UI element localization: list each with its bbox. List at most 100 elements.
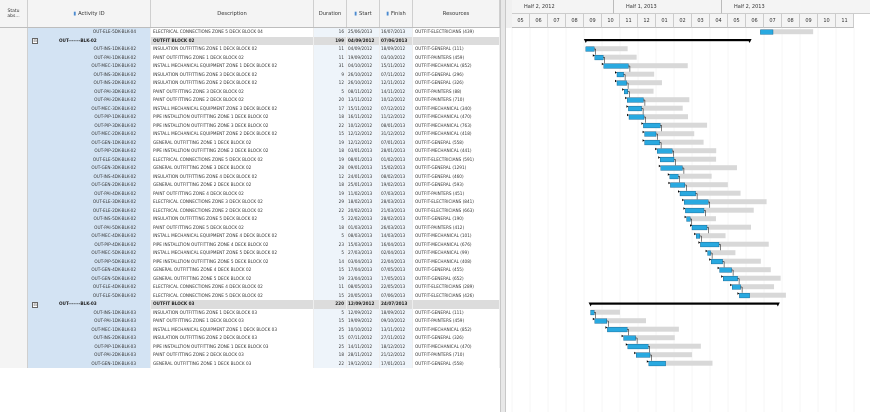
task-bar[interactable] <box>679 191 696 197</box>
activity-row[interactable]: OUT-ELE-3DK-BLK-02 ELECTRICAL CONNECTIONS… <box>0 198 500 207</box>
activity-row[interactable]: OUT-PAI-2DK-BLK-03 PAINT OUTFITTING ZONE … <box>0 351 500 360</box>
task-bar[interactable] <box>616 72 624 78</box>
activity-row[interactable]: OUT-MEC-5DK-BLK-02 INSTALL MECHANICAL EQU… <box>0 249 500 258</box>
task-bar[interactable] <box>722 276 738 282</box>
activity-row[interactable]: OUT-PIP-2DK-BLK-02 PIPE INSTALLTION OUTFI… <box>0 147 500 156</box>
gantt-bars-area[interactable] <box>506 28 870 412</box>
activity-row[interactable]: OUT-ELE-5DK-BLK-04 ELECTRICAL CONNECTIONS… <box>0 28 500 37</box>
column-header-finish[interactable]: ▮ Finish <box>380 0 413 27</box>
task-bar[interactable] <box>719 267 732 273</box>
task-bar[interactable] <box>656 148 673 154</box>
activity-row[interactable]: OUT-INS-3DK-BLK-02 INSULATION OUTFITTING … <box>0 70 500 79</box>
task-bar[interactable] <box>643 123 661 129</box>
status-cell <box>0 291 28 300</box>
task-bar[interactable] <box>648 361 666 367</box>
task-bar[interactable] <box>683 199 709 205</box>
task-bar[interactable] <box>626 97 644 103</box>
column-header-start[interactable]: ▮ Start <box>347 0 380 27</box>
activity-row[interactable]: OUT-MEC-1DK-BLK-03 INSTALL MECHANICAL EQU… <box>0 325 500 334</box>
task-bar[interactable] <box>635 352 651 358</box>
task-bar[interactable] <box>644 131 657 137</box>
task-bar[interactable] <box>585 46 595 52</box>
activity-row[interactable]: OUT-GEN-1DK-BLK-02 GENERAL OUTFITTING ZON… <box>0 138 500 147</box>
dependency-arrow-icon <box>642 130 645 134</box>
task-bar[interactable] <box>691 225 708 231</box>
description-cell: PAINT OUTFITTING ZONE 1 DECK BLOCK 03 <box>151 317 314 326</box>
activity-row[interactable]: OUT-GEN-2DK-BLK-02 GENERAL OUTFITTING ZON… <box>0 181 500 190</box>
pane-splitter[interactable] <box>500 0 506 412</box>
summary-bar[interactable] <box>585 39 750 42</box>
activity-row[interactable]: OUT-PIP-1DK-BLK-02 PIPE INSTALLTION OUTFI… <box>0 113 500 122</box>
activity-row[interactable]: OUT-PIP-3DK-BLK-02 PIPE INSTALLTION OUTFI… <box>0 121 500 130</box>
activity-row[interactable]: OUT-GEN-4DK-BLK-02 GENERAL OUTFITTING ZON… <box>0 266 500 275</box>
activity-row[interactable]: OUT-PAI-2DK-BLK-02 PAINT OUTFITTING ZONE … <box>0 96 500 105</box>
activity-row[interactable]: OUT-PAI-4DK-BLK-02 PAINT OUTFITTING ZONE … <box>0 189 500 198</box>
column-header-duration[interactable]: Duration <box>314 0 347 27</box>
activity-row[interactable]: OUT-INS-5DK-BLK-02 INSULATION OUTFITTING … <box>0 215 500 224</box>
wbs-summary-row[interactable]: OUT-------BLK-02 OUTFIT BLOCK 02 199 04/09/… <box>0 36 500 45</box>
activity-row[interactable]: OUT-INS-2DK-BLK-03 INSULATION OUTFITTING … <box>0 334 500 343</box>
activity-row[interactable]: OUT-PAI-3DK-BLK-02 PAINT OUTFITTING ZONE … <box>0 87 500 96</box>
task-bar[interactable] <box>660 165 683 171</box>
activity-row[interactable]: OUT-INS-1DK-BLK-03 INSULATION OUTFITTING … <box>0 308 500 317</box>
activity-row[interactable]: OUT-PIP-1DK-BLK-03 PIPE INSTALLTION OUTFI… <box>0 342 500 351</box>
timescale-month: 06 <box>746 14 764 28</box>
task-bar[interactable] <box>603 63 629 69</box>
activity-row[interactable]: OUT-ELE-5DK-BLK-02 ELECTRICAL CONNECTIONS… <box>0 155 500 164</box>
activity-row[interactable]: OUT-ELE-4DK-BLK-02 ELECTRICAL CONNECTIONS… <box>0 283 500 292</box>
task-bar[interactable] <box>700 242 720 248</box>
task-bar[interactable] <box>686 216 691 222</box>
task-bar[interactable] <box>695 233 700 239</box>
activity-row[interactable]: OUT-MEC-4DK-BLK-02 INSTALL MECHANICAL EQU… <box>0 232 500 241</box>
dependency-arrow-icon <box>721 275 724 278</box>
task-bar[interactable] <box>594 318 608 324</box>
activity-row[interactable]: OUT-PIP-4DK-BLK-02 PIPE INSTALLTION OUTFI… <box>0 240 500 249</box>
activity-row[interactable]: OUT-MEC-2DK-BLK-02 INSTALL MECHANICAL EQU… <box>0 130 500 139</box>
activity-row[interactable]: OUT-PAI-5DK-BLK-02 PAINT OUTFITTING ZONE … <box>0 223 500 232</box>
task-bar[interactable] <box>670 182 685 188</box>
task-bar[interactable] <box>594 55 604 61</box>
activity-row[interactable]: OUT-MEC-3DK-BLK-02 INSTALL MECHANICAL EQU… <box>0 104 500 113</box>
activity-row[interactable]: OUT-PAI-1DK-BLK-03 PAINT OUTFITTING ZONE … <box>0 317 500 326</box>
task-bar[interactable] <box>707 250 711 256</box>
task-bar[interactable] <box>731 284 741 290</box>
task-bar[interactable] <box>607 327 628 333</box>
column-header-description[interactable]: Description <box>151 0 314 27</box>
task-bar[interactable] <box>644 140 660 146</box>
column-header-resources[interactable]: Resources <box>413 0 500 27</box>
task-bar[interactable] <box>659 157 675 163</box>
task-bar[interactable] <box>739 293 750 299</box>
activity-row[interactable]: OUT-INS-2DK-BLK-02 INSULATION OUTFITTING … <box>0 79 500 88</box>
activity-row[interactable]: OUT-PAI-1DK-BLK-02 PAINT OUTFITTING ZONE … <box>0 53 500 62</box>
task-bar[interactable] <box>669 174 679 180</box>
baseline-bar <box>707 250 736 256</box>
activity-row[interactable]: OUT-GEN-1DK-BLK-03 GENERAL OUTFITTING ZON… <box>0 359 500 368</box>
task-bar[interactable] <box>710 259 723 265</box>
collapse-toggle-icon[interactable]: ⊟ <box>32 38 38 44</box>
column-header-status[interactable]: Statu abs... <box>0 0 28 27</box>
activity-row[interactable]: OUT-GEN-5DK-BLK-02 GENERAL OUTFITTING ZON… <box>0 274 500 283</box>
task-bar[interactable] <box>623 89 628 95</box>
activity-row[interactable]: OUT-ELE-2DK-BLK-02 ELECTRICAL CONNECTIONS… <box>0 206 500 215</box>
task-bar[interactable] <box>616 80 627 86</box>
activity-row[interactable]: OUT-INS-4DK-BLK-02 INSULATION OUTFITTING … <box>0 172 500 181</box>
activity-row[interactable]: OUT-MEC-1DK-BLK-02 INSTALL MECHANICAL EQU… <box>0 62 500 71</box>
task-bar[interactable] <box>628 106 642 112</box>
task-bar[interactable] <box>623 335 636 341</box>
wbs-summary-row[interactable]: OUT-------BLK-03 OUTFIT BLOCK 03 220 12/09/… <box>0 300 500 309</box>
summary-bar[interactable] <box>590 302 778 305</box>
task-bar[interactable] <box>590 310 595 316</box>
status-cell <box>0 359 28 368</box>
task-bar[interactable] <box>760 29 774 35</box>
baseline-bar <box>636 352 693 358</box>
activity-row[interactable]: OUT-GEN-3DK-BLK-02 GENERAL OUTFITTING ZON… <box>0 164 500 173</box>
task-bar[interactable] <box>685 208 705 214</box>
activity-row[interactable]: OUT-PIP-5DK-BLK-02 PIPE INSTALLTION OUTFI… <box>0 257 500 266</box>
task-bar[interactable] <box>627 344 649 350</box>
activity-row[interactable]: OUT-ELE-5DK-BLK-02 ELECTRICAL CONNECTIONS… <box>0 291 500 300</box>
activity-row[interactable]: OUT-INS-1DK-BLK-02 INSULATION OUTFITTING … <box>0 45 500 54</box>
collapse-toggle-icon[interactable]: ⊟ <box>32 301 38 308</box>
status-cell <box>0 266 28 275</box>
column-header-activity-id[interactable]: ▮ Activity ID <box>28 0 151 27</box>
task-bar[interactable] <box>628 114 645 120</box>
